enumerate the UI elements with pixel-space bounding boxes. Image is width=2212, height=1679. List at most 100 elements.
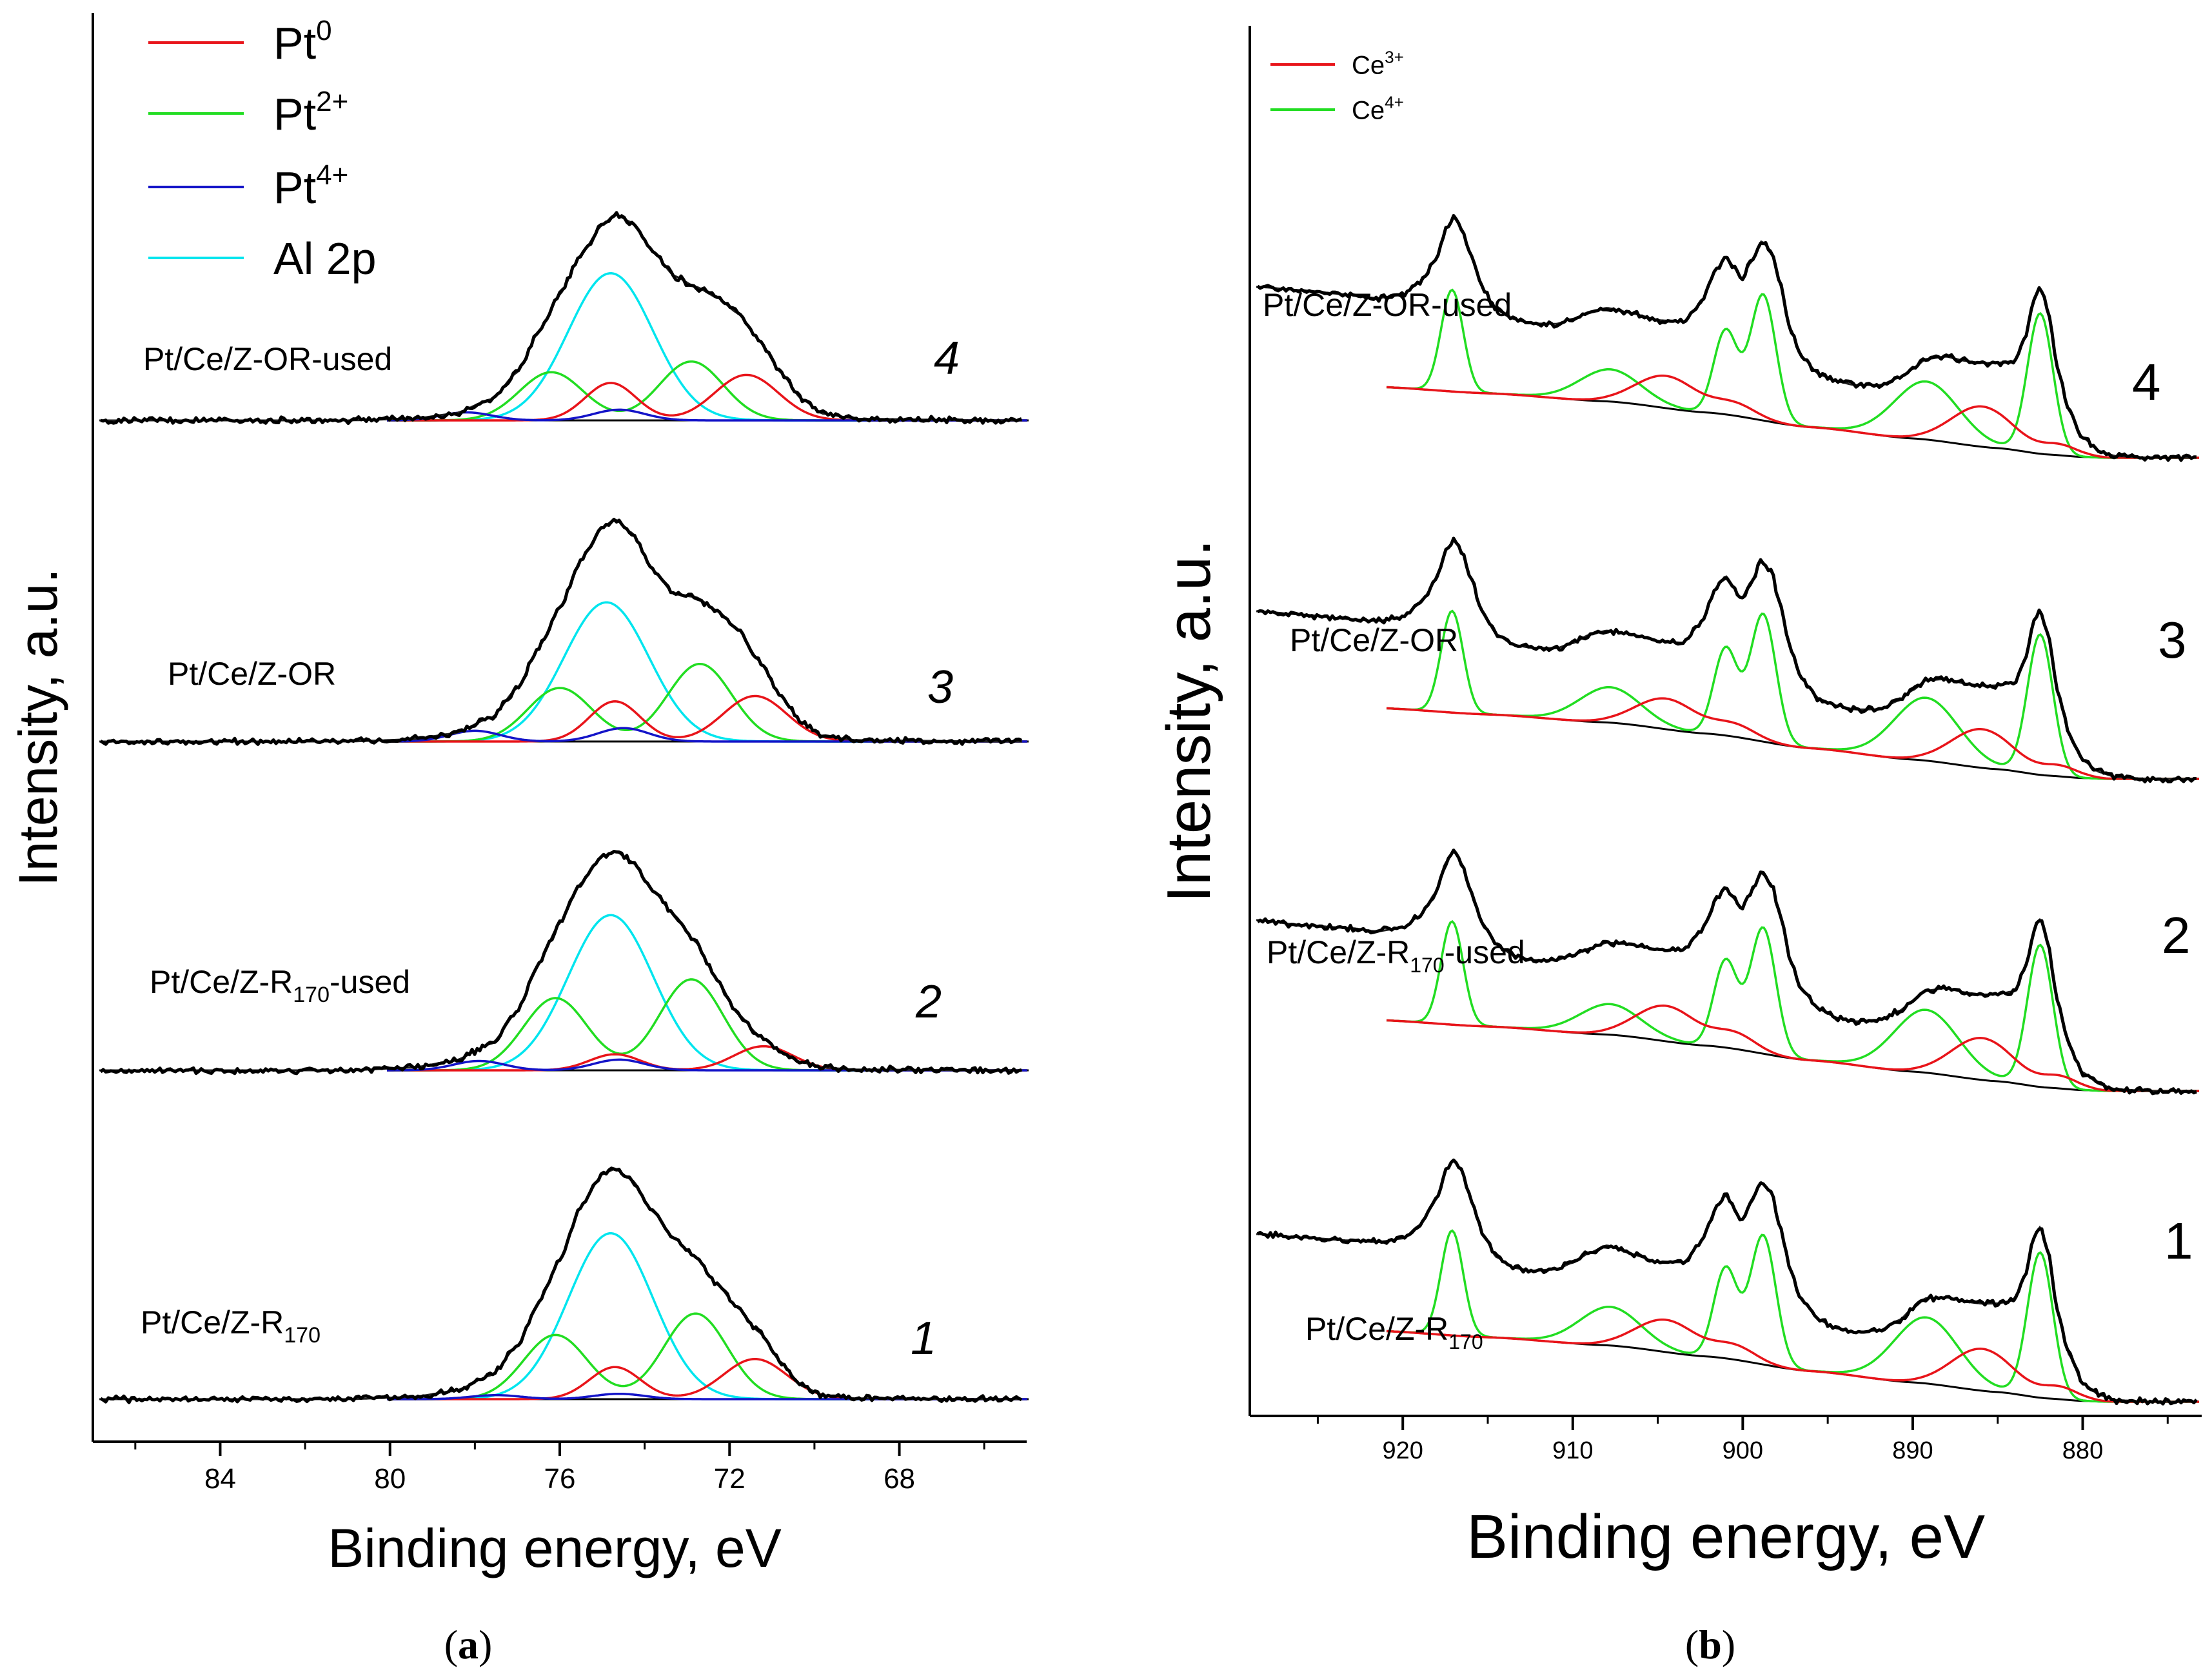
panel-a-curves [99,211,1029,1404]
sample-name: Pt/Ce/Z-OR-used [1263,287,1512,323]
sample-name: Pt/Ce/Z-OR [1290,622,1458,658]
ce3-component-line [1386,374,2199,459]
spectrum-3 [99,518,1029,746]
spectrum-number: 1 [2164,1212,2193,1270]
panel-b-curves [1256,213,2199,1406]
panel-b-caption-close: ) [1722,1622,1735,1667]
spectrum-4 [99,211,1029,426]
legend-label-al2p: Al 2p [273,233,377,284]
experimental-spectrum-line [1256,213,2197,462]
experimental-spectrum-line [1256,1158,2198,1406]
sample-subscript: 170 [284,1323,321,1348]
legend-label-ce3: Ce3+ [1352,48,1404,80]
spectrum-number: 1 [911,1313,936,1364]
experimental-spectrum-line [100,211,1022,426]
experimental-spectrum-line [99,1166,1023,1404]
legend-label-base: Pt [273,162,316,213]
spectrum-1 [1256,1158,2199,1406]
spectrum-number: 4 [934,333,960,384]
panel-b-y-axis-label: Intensity, a.u. [1154,539,1223,903]
experimental-spectrum-line [99,518,1023,746]
legend-label-pt2: Pt2+ [273,86,348,139]
sample-subscript: 170 [1410,954,1444,977]
sample-name: Pt/Ce/Z-R [1267,934,1410,970]
sample-suffix: -used [1445,934,1525,970]
sample-name: Pt/Ce/Z-OR [168,656,336,692]
panel-b-chart: 920 910 900 890 880 Ce3+Ce4+ Pt/Ce/Z-OR-used… [1154,26,2202,1667]
legend-label-base: Pt [273,18,316,68]
panel-b-legend: Ce3+Ce4+ [1270,48,1404,125]
sample-name: Pt/Ce/Z-R [150,964,293,1000]
sample-label: Pt/Ce/Z-R170 [141,1304,321,1348]
legend-label-superscript: 4+ [1385,93,1404,112]
ce3-component-line [1386,697,2199,780]
spectrum-number: 3 [2158,611,2187,669]
ce3-component-line [1386,1004,2199,1092]
x-tick-label: 880 [2062,1437,2103,1464]
legend-label-pt0: Pt0 [273,15,332,68]
x-tick-label: 84 [204,1463,236,1495]
sample-subscript: 170 [1448,1330,1483,1353]
x-tick-label: 900 [1723,1437,1763,1464]
spectrum-4 [1256,213,2199,462]
spectrum-2 [1256,849,2199,1095]
spectrum-number: 2 [915,976,942,1028]
legend-label-pt4: Pt4+ [273,159,348,213]
sample-label: Pt/Ce/Z-OR [168,656,336,692]
x-tick-label: 80 [374,1463,406,1495]
x-tick-label: 890 [1892,1437,1933,1464]
legend-label-base: Ce [1352,51,1385,79]
spectrum-number: 4 [2132,353,2161,411]
legend-label-base: Pt [273,89,316,139]
x-tick-label: 68 [884,1463,915,1495]
panel-a-caption: (a) [444,1622,493,1667]
x-tick-label: 76 [544,1463,576,1495]
sample-label: Pt/Ce/Z-OR-used [143,341,392,377]
legend-label-base: Ce [1352,96,1385,124]
sample-label: Pt/Ce/Z-R170-used [150,964,410,1007]
panel-a-caption-letter: a [458,1622,479,1667]
panel-a-spectrum-labels: Pt/Ce/Z-OR-used 4Pt/Ce/Z-OR 3Pt/Ce/Z-R170-… [141,333,960,1364]
spectrum-2 [99,850,1029,1075]
sample-subscript: 170 [293,983,330,1007]
spectrum-3 [1256,536,2199,783]
panel-a-caption-open: ( [444,1622,458,1667]
panel-a-x-axis-label: Binding energy, eV [328,1518,782,1578]
sample-name: Pt/Ce/Z-R [1305,1311,1448,1347]
legend-label-superscript: 3+ [1385,48,1404,67]
legend-label-superscript: 2+ [316,86,348,117]
legend-label-base: Al 2p [273,233,377,284]
panel-b-caption-open: ( [1685,1622,1699,1667]
sample-label: Pt/Ce/Z-OR [1290,622,1458,658]
x-tick-label: 910 [1552,1437,1593,1464]
experimental-spectrum-line [1256,849,2197,1095]
sample-name: Pt/Ce/Z-R [141,1304,284,1340]
sample-label: Pt/Ce/Z-R170-used [1267,934,1525,977]
sample-label: Pt/Ce/Z-OR-used [1263,287,1512,323]
legend-label-superscript: 4+ [316,159,348,191]
spectrum-number: 3 [927,662,953,713]
sample-name: Pt/Ce/Z-OR-used [143,341,392,377]
panel-b-x-axis-label: Binding energy, eV [1466,1502,1985,1571]
spectrum-1 [99,1166,1029,1404]
x-tick-label: 920 [1383,1437,1423,1464]
legend-label-superscript: 0 [316,15,331,46]
panel-a-caption-close: ) [479,1622,492,1667]
panel-a-x-ticks: 84 80 76 72 68 [134,1442,985,1495]
panel-a-y-axis-label: Intensity, a.u. [8,568,68,886]
experimental-spectrum-line [99,850,1022,1075]
sample-suffix: -used [330,964,410,1000]
sample-label: Pt/Ce/Z-R170 [1305,1311,1483,1353]
legend-label-ce4: Ce4+ [1352,93,1404,125]
spectrum-number: 2 [2162,907,2191,964]
panel-b-caption: (b) [1685,1622,1735,1667]
panel-b-caption-letter: b [1699,1622,1722,1667]
x-tick-label: 72 [714,1463,746,1495]
ce3-component-line [1386,1318,2199,1403]
experimental-spectrum-line [1257,536,2197,783]
panel-b-x-ticks: 920 910 900 890 880 [1316,1416,2169,1464]
